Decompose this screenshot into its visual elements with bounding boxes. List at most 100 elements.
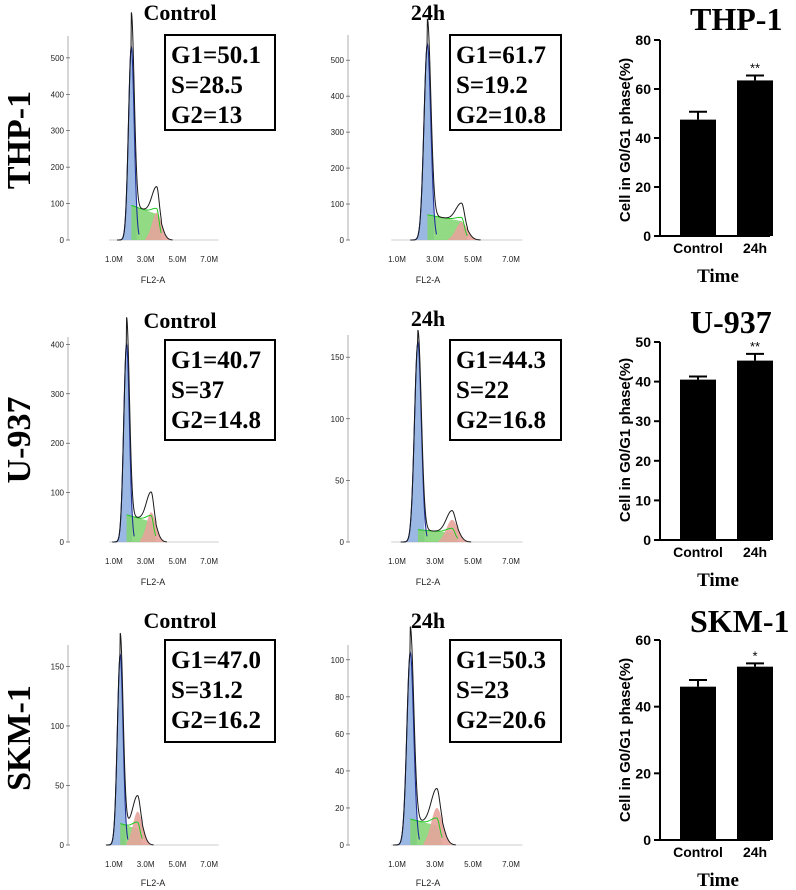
y-tick-label: 100 — [331, 415, 345, 424]
g1-phase-fill — [105, 654, 126, 845]
y-tick-label: 50 — [55, 781, 64, 790]
g2-phase-fill — [438, 519, 468, 542]
histogram-outline — [393, 626, 456, 846]
y-tick-label: 400 — [51, 90, 65, 99]
significance-marker: ** — [750, 61, 760, 76]
g1-phase-fill — [400, 342, 425, 542]
g2-phase-fill — [145, 212, 170, 240]
bar-y-tick-label: 60 — [635, 81, 651, 97]
bar-control — [680, 119, 716, 236]
y-tick-label: 500 — [51, 54, 65, 63]
bar-y-tick-label: 30 — [635, 413, 651, 429]
x-tick-label: 7.0M — [502, 255, 520, 264]
x-axis-label: FL2-A — [416, 577, 441, 587]
x-tick-label: 5.0M — [464, 860, 482, 869]
x-tick-label: 7.0M — [502, 557, 520, 566]
histogram-outline — [112, 317, 167, 543]
y-tick-label: 200 — [51, 163, 65, 172]
s-phase-line — [410, 817, 443, 838]
panel-title: 24h — [411, 608, 445, 633]
stats-box — [164, 639, 276, 743]
histogram-skm1-control: Control 0 50 100 150 1.0M 3.0M 5.0M 7.0M FL2-A G1=… — [51, 608, 276, 888]
x-tick-label: 5.0M — [168, 557, 186, 566]
x-tick-label: 3.0M — [137, 557, 155, 566]
x-tick-label: 1.0M — [105, 557, 123, 566]
histogram-thp1-control: Control 0 100 200 300 400 500 1.0M 3.0M 5.0M 7.0M F… — [51, 0, 276, 285]
y-tick-label: 80 — [335, 693, 344, 702]
x-tick-label: 3.0M — [426, 557, 444, 566]
histogram-outline — [105, 632, 154, 846]
histogram-skm1-24h: 24h 0 20 40 60 80 100 1.0M 3.0M 5.0M 7.0M FL2-A G1=5… — [331, 608, 562, 888]
x-tick-label: 7.0M — [502, 860, 520, 869]
g2-phase-fill — [423, 807, 452, 845]
bar-x-axis-label: Time — [697, 870, 739, 890]
y-tick-label: 0 — [340, 841, 345, 850]
x-tick-label: 3.0M — [426, 860, 444, 869]
stats-line: S=19.2 — [456, 72, 528, 99]
bar-y-tick-label: 20 — [635, 179, 651, 195]
g1-phase-fill — [112, 344, 132, 542]
x-tick-label: 5.0M — [168, 860, 186, 869]
bar-y-tick-label: 20 — [635, 453, 651, 469]
stats-line: G1=61.7 — [456, 42, 546, 69]
y-tick-label: 0 — [340, 538, 345, 547]
stats-line: S=22 — [456, 377, 509, 404]
y-tick-label: 200 — [331, 164, 345, 173]
y-tick-label: 100 — [51, 200, 65, 209]
bar-category-label: 24h — [743, 240, 767, 256]
bar-y-tick-label: 50 — [635, 334, 651, 350]
bar-chart-title: THP-1 — [690, 1, 782, 37]
bar-x-axis-label: Time — [697, 266, 739, 287]
y-tick-label: 500 — [331, 56, 345, 65]
y-tick-label: 150 — [51, 662, 65, 671]
bar-control — [680, 379, 716, 540]
y-tick-label: 100 — [331, 200, 345, 209]
bar-category-label: Control — [673, 844, 723, 860]
g2-phase-fill — [126, 811, 151, 845]
row-label-thp1: THP-1 — [1, 91, 38, 189]
stats-line: G1=40.7 — [171, 347, 261, 374]
stats-line: S=31.2 — [171, 677, 243, 704]
x-tick-label: 1.0M — [105, 255, 123, 264]
bar-y-tick-label: 40 — [635, 699, 651, 715]
bar-category-label: 24h — [743, 844, 767, 860]
histogram-u937-24h: 24h 0 50 100 150 1.0M 3.0M 5.0M 7.0M FL2-A G1=44.3… — [331, 306, 562, 587]
x-tick-label: 3.0M — [426, 255, 444, 264]
s-phase-line — [126, 514, 157, 537]
y-tick-label: 200 — [51, 439, 65, 448]
stats-box — [449, 639, 562, 743]
stats-line: G2=16.2 — [171, 707, 261, 734]
bar-category-label: Control — [673, 544, 723, 560]
stats-line: S=37 — [171, 377, 224, 404]
y-tick-label: 0 — [60, 236, 65, 245]
histogram-outline — [410, 18, 481, 241]
x-axis-label: FL2-A — [416, 878, 441, 888]
bar-y-tick-label: 0 — [643, 228, 651, 244]
g2-phase-fill — [140, 512, 164, 542]
y-tick-label: 150 — [331, 353, 345, 362]
stats-line: G1=47.0 — [171, 647, 261, 674]
bar-chart-title: SKM-1 — [690, 603, 790, 639]
x-tick-label: 7.0M — [200, 860, 218, 869]
stats-line: G2=20.6 — [456, 707, 546, 734]
g1-phase-fill — [410, 43, 434, 240]
stats-box — [449, 34, 562, 131]
y-tick-label: 100 — [51, 489, 65, 498]
y-tick-label: 300 — [51, 390, 65, 399]
y-tick-label: 0 — [340, 236, 345, 245]
panel-title: Control — [144, 308, 217, 333]
bar-control — [680, 686, 716, 840]
y-tick-label: 300 — [51, 127, 65, 136]
stats-box — [449, 339, 562, 441]
stats-line: G2=13 — [171, 102, 242, 129]
bar-y-tick-label: 80 — [635, 32, 651, 48]
x-axis-label: FL2-A — [141, 878, 166, 888]
histogram-outline — [117, 12, 173, 241]
row-label-u937: U-937 — [1, 397, 38, 484]
x-tick-label: 1.0M — [105, 860, 123, 869]
